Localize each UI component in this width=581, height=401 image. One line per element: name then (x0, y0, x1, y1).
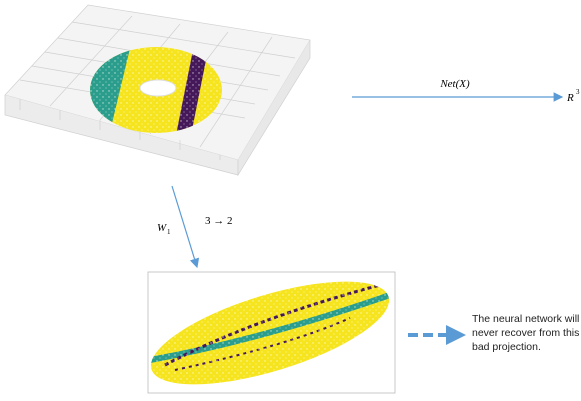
arrow (171, 185, 200, 269)
weight-subscript: 1 (167, 228, 171, 236)
caption-line: never recover from this (472, 327, 579, 339)
weight: W (157, 222, 167, 234)
arrow-label: Net(X) (439, 78, 470, 90)
dims: 3 → 2 (205, 215, 233, 227)
caption-line: The neural network will (472, 313, 579, 325)
caption-line: bad projection. (472, 341, 541, 353)
codomain-exponent: 3 (576, 88, 580, 96)
hole (139, 79, 177, 97)
codomain: R (566, 92, 574, 104)
